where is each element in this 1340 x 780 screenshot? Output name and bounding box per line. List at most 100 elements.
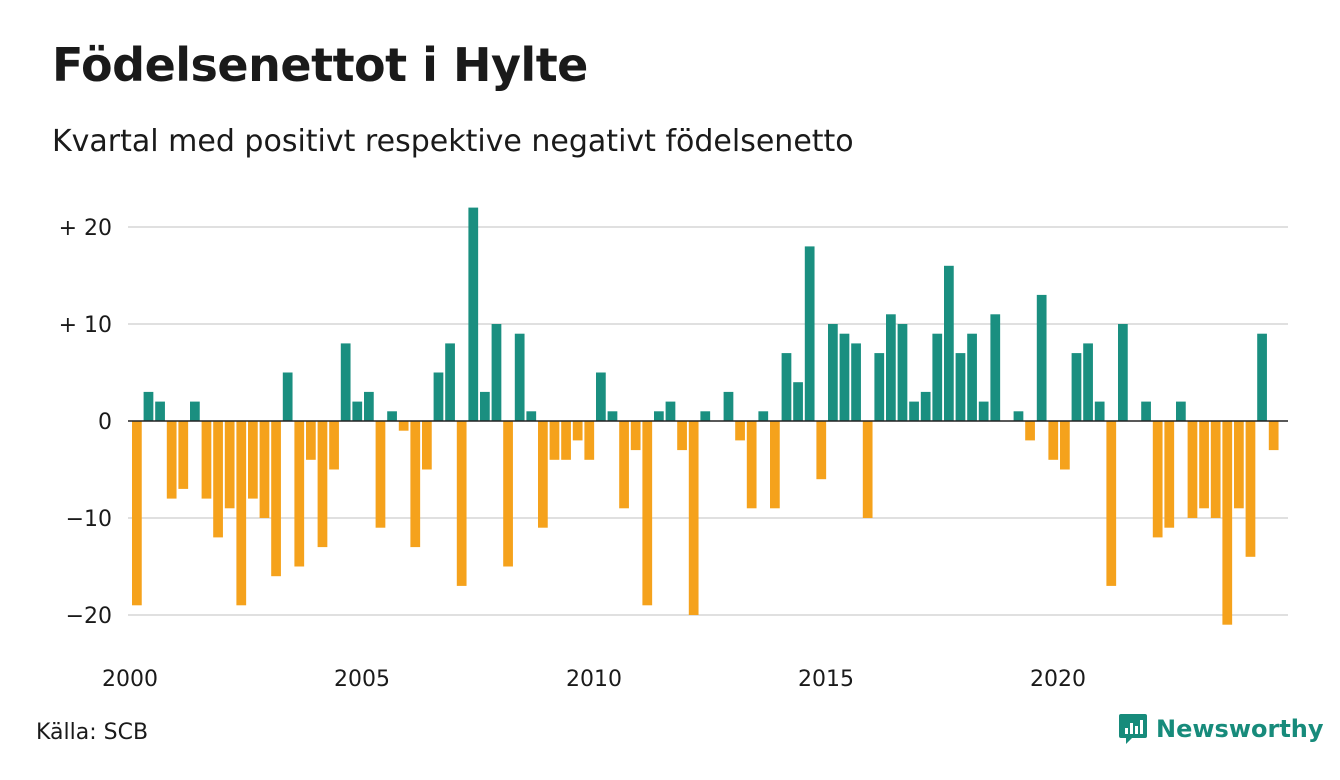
bar-negative — [213, 421, 223, 538]
bar-negative — [642, 421, 653, 606]
bar-negative — [688, 421, 699, 615]
bar-positive — [190, 401, 200, 421]
bar-negative — [132, 421, 142, 606]
bar-negative — [1222, 421, 1233, 625]
bar-negative — [317, 421, 328, 548]
bar-positive — [364, 391, 374, 421]
bar-negative — [1187, 421, 1198, 518]
bar-positive — [526, 411, 537, 421]
bar-positive — [514, 333, 525, 421]
bar-positive — [1118, 324, 1128, 421]
bar-negative — [1060, 421, 1070, 470]
bar-positive — [700, 411, 711, 421]
bar-positive — [932, 333, 943, 421]
chart-title: Födelsenettot i Hylte — [52, 38, 588, 92]
y-tick-label: −10 — [66, 507, 112, 532]
bars-layer — [132, 207, 1279, 625]
bar-positive — [828, 324, 838, 421]
bar-positive — [804, 246, 815, 421]
y-tick-label: 0 — [98, 410, 112, 435]
x-tick-label: 2005 — [334, 667, 390, 692]
bar-negative — [178, 421, 189, 489]
bar-positive — [282, 372, 293, 421]
y-tick-label: + 20 — [59, 216, 112, 241]
y-tick-label: −20 — [66, 604, 112, 629]
bar-positive — [897, 324, 908, 421]
bar-positive — [433, 372, 444, 421]
brand-logo: Newsworthy — [1118, 712, 1324, 746]
bar-positive — [723, 391, 734, 421]
bar-positive — [990, 314, 1001, 421]
bar-negative — [271, 421, 281, 577]
bar-positive — [340, 343, 351, 421]
bar-negative — [375, 421, 386, 528]
newsworthy-logo-icon — [1119, 714, 1147, 744]
bar-positive — [480, 391, 490, 421]
bar-negative — [677, 421, 687, 451]
bar-negative — [1245, 421, 1256, 557]
brand-name: Newsworthy — [1156, 715, 1324, 743]
bar-positive — [944, 265, 954, 421]
bar-positive — [839, 333, 850, 421]
x-tick-label: 2000 — [102, 667, 158, 692]
bar-negative — [630, 421, 641, 451]
bar-negative — [1025, 421, 1035, 441]
bar-negative — [1210, 421, 1221, 518]
bar-negative — [735, 421, 745, 441]
bar-positive — [909, 401, 919, 421]
bar-positive — [1094, 401, 1105, 421]
bar-positive — [967, 333, 977, 421]
bar-negative — [410, 421, 421, 548]
bar-negative — [201, 421, 212, 499]
bar-positive — [654, 411, 664, 421]
bar-positive — [143, 391, 154, 421]
bar-positive — [1083, 343, 1093, 421]
bar-positive — [445, 343, 455, 421]
bar-positive — [1176, 401, 1186, 421]
y-tick-label: + 10 — [59, 313, 112, 338]
x-tick-label: 2020 — [1030, 667, 1086, 692]
bar-negative — [1199, 421, 1209, 509]
bar-negative — [236, 421, 247, 606]
bar-chart: + 20 + 10 0 −10 −20 2000 2005 2010 2015 2020 — [59, 207, 1288, 692]
bar-negative — [248, 421, 258, 499]
bar-positive — [491, 324, 502, 421]
chart-subtitle: Kvartal med positivt respektive negativt… — [52, 124, 854, 159]
x-tick-label: 2015 — [798, 667, 854, 692]
bar-negative — [398, 421, 409, 431]
bar-negative — [1234, 421, 1244, 509]
bar-negative — [329, 421, 339, 470]
bar-negative — [549, 421, 560, 460]
bar-positive — [1036, 294, 1047, 421]
bar-negative — [862, 421, 873, 518]
bar-negative — [584, 421, 595, 460]
bar-negative — [1164, 421, 1175, 528]
bar-positive — [1141, 401, 1151, 421]
bar-positive — [793, 382, 803, 421]
bar-negative — [503, 421, 513, 567]
bar-positive — [665, 401, 676, 421]
grid-layer — [128, 226, 1288, 616]
bar-positive — [874, 353, 885, 421]
bar-positive — [468, 207, 479, 421]
source-note: Källa: SCB — [36, 720, 149, 745]
bar-positive — [886, 314, 896, 421]
bar-positive — [352, 401, 363, 421]
bar-negative — [572, 421, 583, 441]
bar-positive — [851, 343, 861, 421]
bar-negative — [561, 421, 571, 460]
bar-positive — [387, 411, 397, 421]
bar-positive — [1013, 411, 1024, 421]
bar-positive — [955, 353, 966, 421]
bar-negative — [306, 421, 316, 460]
bar-negative — [746, 421, 757, 509]
bar-negative — [1268, 421, 1279, 451]
bar-negative — [1048, 421, 1059, 460]
bar-positive — [781, 353, 792, 421]
axis-layer: + 20 + 10 0 −10 −20 2000 2005 2010 2015 2020 — [59, 216, 1288, 692]
bar-negative — [224, 421, 235, 509]
bar-negative — [1106, 421, 1117, 586]
bar-positive — [758, 411, 769, 421]
bar-negative — [816, 421, 827, 480]
bar-negative — [422, 421, 432, 470]
